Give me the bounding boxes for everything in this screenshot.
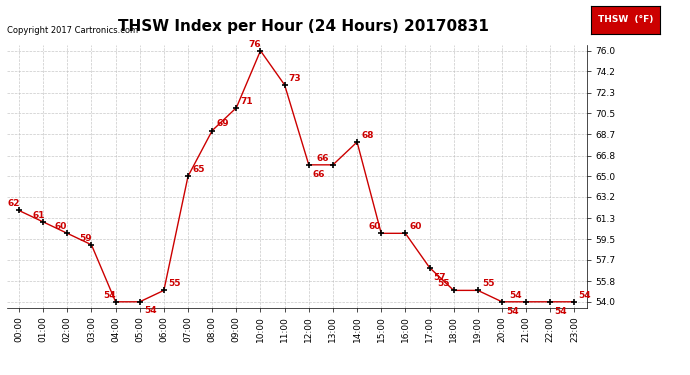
Text: 55: 55 [482,279,495,288]
Text: 57: 57 [434,273,446,282]
Text: 54: 54 [579,291,591,300]
Text: Copyright 2017 Cartronics.com: Copyright 2017 Cartronics.com [7,26,138,35]
Text: 66: 66 [313,170,326,179]
Text: 62: 62 [8,200,21,208]
Text: 69: 69 [217,119,229,128]
Text: 54: 54 [103,291,116,300]
Text: 60: 60 [410,222,422,231]
Text: 55: 55 [437,279,449,288]
Text: 55: 55 [168,279,181,288]
Text: 71: 71 [241,97,253,106]
Text: 61: 61 [32,211,45,220]
Text: 73: 73 [289,74,302,83]
Text: 68: 68 [362,131,374,140]
Text: 76: 76 [248,39,261,48]
Text: 65: 65 [193,165,205,174]
Text: 66: 66 [316,154,328,163]
Text: 60: 60 [368,222,381,231]
Text: 59: 59 [79,234,92,243]
Text: 60: 60 [55,222,67,231]
Text: 54: 54 [144,306,157,315]
Text: THSW  (°F): THSW (°F) [598,15,653,24]
Text: 54: 54 [555,307,567,316]
Text: 54: 54 [509,291,522,300]
Text: THSW Index per Hour (24 Hours) 20170831: THSW Index per Hour (24 Hours) 20170831 [118,19,489,34]
Text: 54: 54 [506,307,519,316]
